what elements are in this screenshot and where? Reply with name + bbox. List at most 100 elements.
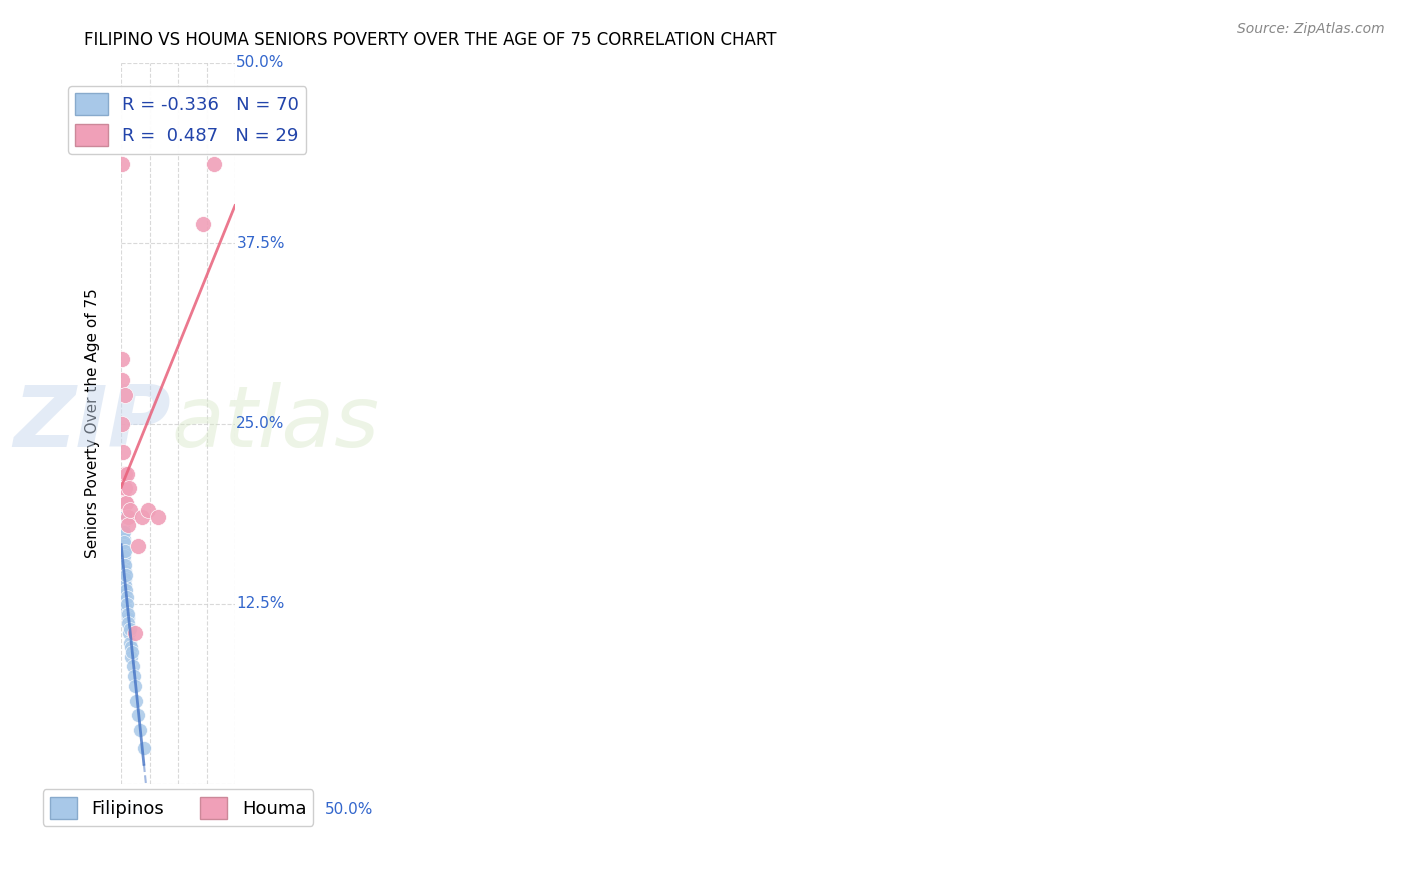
Point	[111, 597, 134, 611]
Point	[112, 482, 135, 496]
Point	[131, 510, 153, 524]
Point	[110, 604, 132, 618]
Point	[117, 510, 139, 524]
Point	[114, 578, 136, 592]
Point	[121, 659, 143, 673]
Point	[112, 568, 135, 582]
Point	[117, 517, 139, 532]
Point	[124, 679, 146, 693]
Point	[112, 558, 135, 572]
Point	[127, 539, 149, 553]
Text: ZIP: ZIP	[13, 382, 170, 465]
Point	[111, 445, 134, 459]
Point	[111, 539, 134, 553]
Point	[117, 607, 139, 621]
Point	[112, 524, 135, 539]
Point	[114, 496, 136, 510]
Point	[112, 510, 135, 524]
Point	[112, 496, 135, 510]
Point	[114, 573, 136, 587]
Point	[138, 503, 160, 517]
Point	[112, 549, 135, 564]
Point	[111, 590, 134, 604]
Point	[115, 607, 138, 621]
Point	[111, 557, 134, 571]
Point	[114, 482, 136, 496]
Point	[129, 723, 152, 737]
Point	[112, 535, 135, 549]
Point	[114, 568, 136, 582]
Point	[111, 529, 134, 543]
Point	[115, 496, 138, 510]
Point	[121, 645, 143, 659]
Text: 50.0%: 50.0%	[236, 55, 285, 70]
Point	[110, 597, 132, 611]
Point	[122, 669, 145, 683]
Point	[125, 694, 148, 708]
Point	[112, 496, 135, 510]
Legend: Filipinos, Houma: Filipinos, Houma	[42, 789, 314, 826]
Point	[112, 532, 135, 546]
Point	[111, 496, 134, 510]
Point	[118, 636, 141, 650]
Point	[120, 650, 142, 665]
Text: 50.0%: 50.0%	[325, 803, 373, 817]
Point	[115, 467, 138, 481]
Point	[110, 539, 132, 553]
Point	[112, 539, 135, 553]
Point	[117, 482, 139, 496]
Point	[114, 564, 136, 578]
Point	[112, 496, 135, 510]
Point	[110, 582, 132, 597]
Point	[127, 708, 149, 723]
Point	[115, 582, 138, 597]
Point	[111, 373, 134, 387]
Text: atlas: atlas	[172, 382, 380, 465]
Point	[115, 590, 138, 604]
Point	[204, 157, 226, 171]
Point	[114, 587, 136, 601]
Point	[112, 467, 135, 481]
Point	[111, 532, 134, 546]
Point	[114, 543, 136, 558]
Point	[111, 554, 134, 568]
Point	[111, 520, 134, 534]
Text: 0.0%: 0.0%	[101, 803, 141, 817]
Point	[117, 611, 139, 625]
Text: FILIPINO VS HOUMA SENIORS POVERTY OVER THE AGE OF 75 CORRELATION CHART: FILIPINO VS HOUMA SENIORS POVERTY OVER T…	[84, 31, 778, 49]
Text: 12.5%: 12.5%	[236, 597, 285, 612]
Point	[112, 554, 135, 568]
Point	[111, 564, 134, 578]
Point	[111, 571, 134, 585]
Point	[117, 597, 139, 611]
Point	[115, 592, 138, 607]
Point	[111, 535, 134, 549]
Point	[111, 351, 134, 366]
Point	[132, 741, 155, 756]
Point	[112, 496, 135, 510]
Point	[114, 387, 136, 401]
Point	[110, 564, 132, 578]
Point	[112, 543, 135, 558]
Y-axis label: Seniors Poverty Over the Age of 75: Seniors Poverty Over the Age of 75	[86, 289, 100, 558]
Point	[112, 542, 135, 557]
Point	[124, 625, 146, 640]
Text: Source: ZipAtlas.com: Source: ZipAtlas.com	[1237, 22, 1385, 37]
Point	[110, 157, 132, 171]
Point	[120, 622, 142, 636]
Point	[111, 515, 134, 529]
Text: 25.0%: 25.0%	[236, 416, 285, 431]
Point	[115, 601, 138, 615]
Point	[111, 475, 134, 489]
Point	[110, 554, 132, 568]
Point	[191, 217, 214, 231]
Point	[111, 585, 134, 599]
Point	[111, 517, 134, 532]
Point	[111, 568, 134, 582]
Point	[114, 467, 136, 481]
Point	[111, 546, 134, 560]
Point	[114, 558, 136, 572]
Point	[111, 575, 134, 590]
Text: 37.5%: 37.5%	[236, 235, 285, 251]
Point	[120, 640, 142, 655]
